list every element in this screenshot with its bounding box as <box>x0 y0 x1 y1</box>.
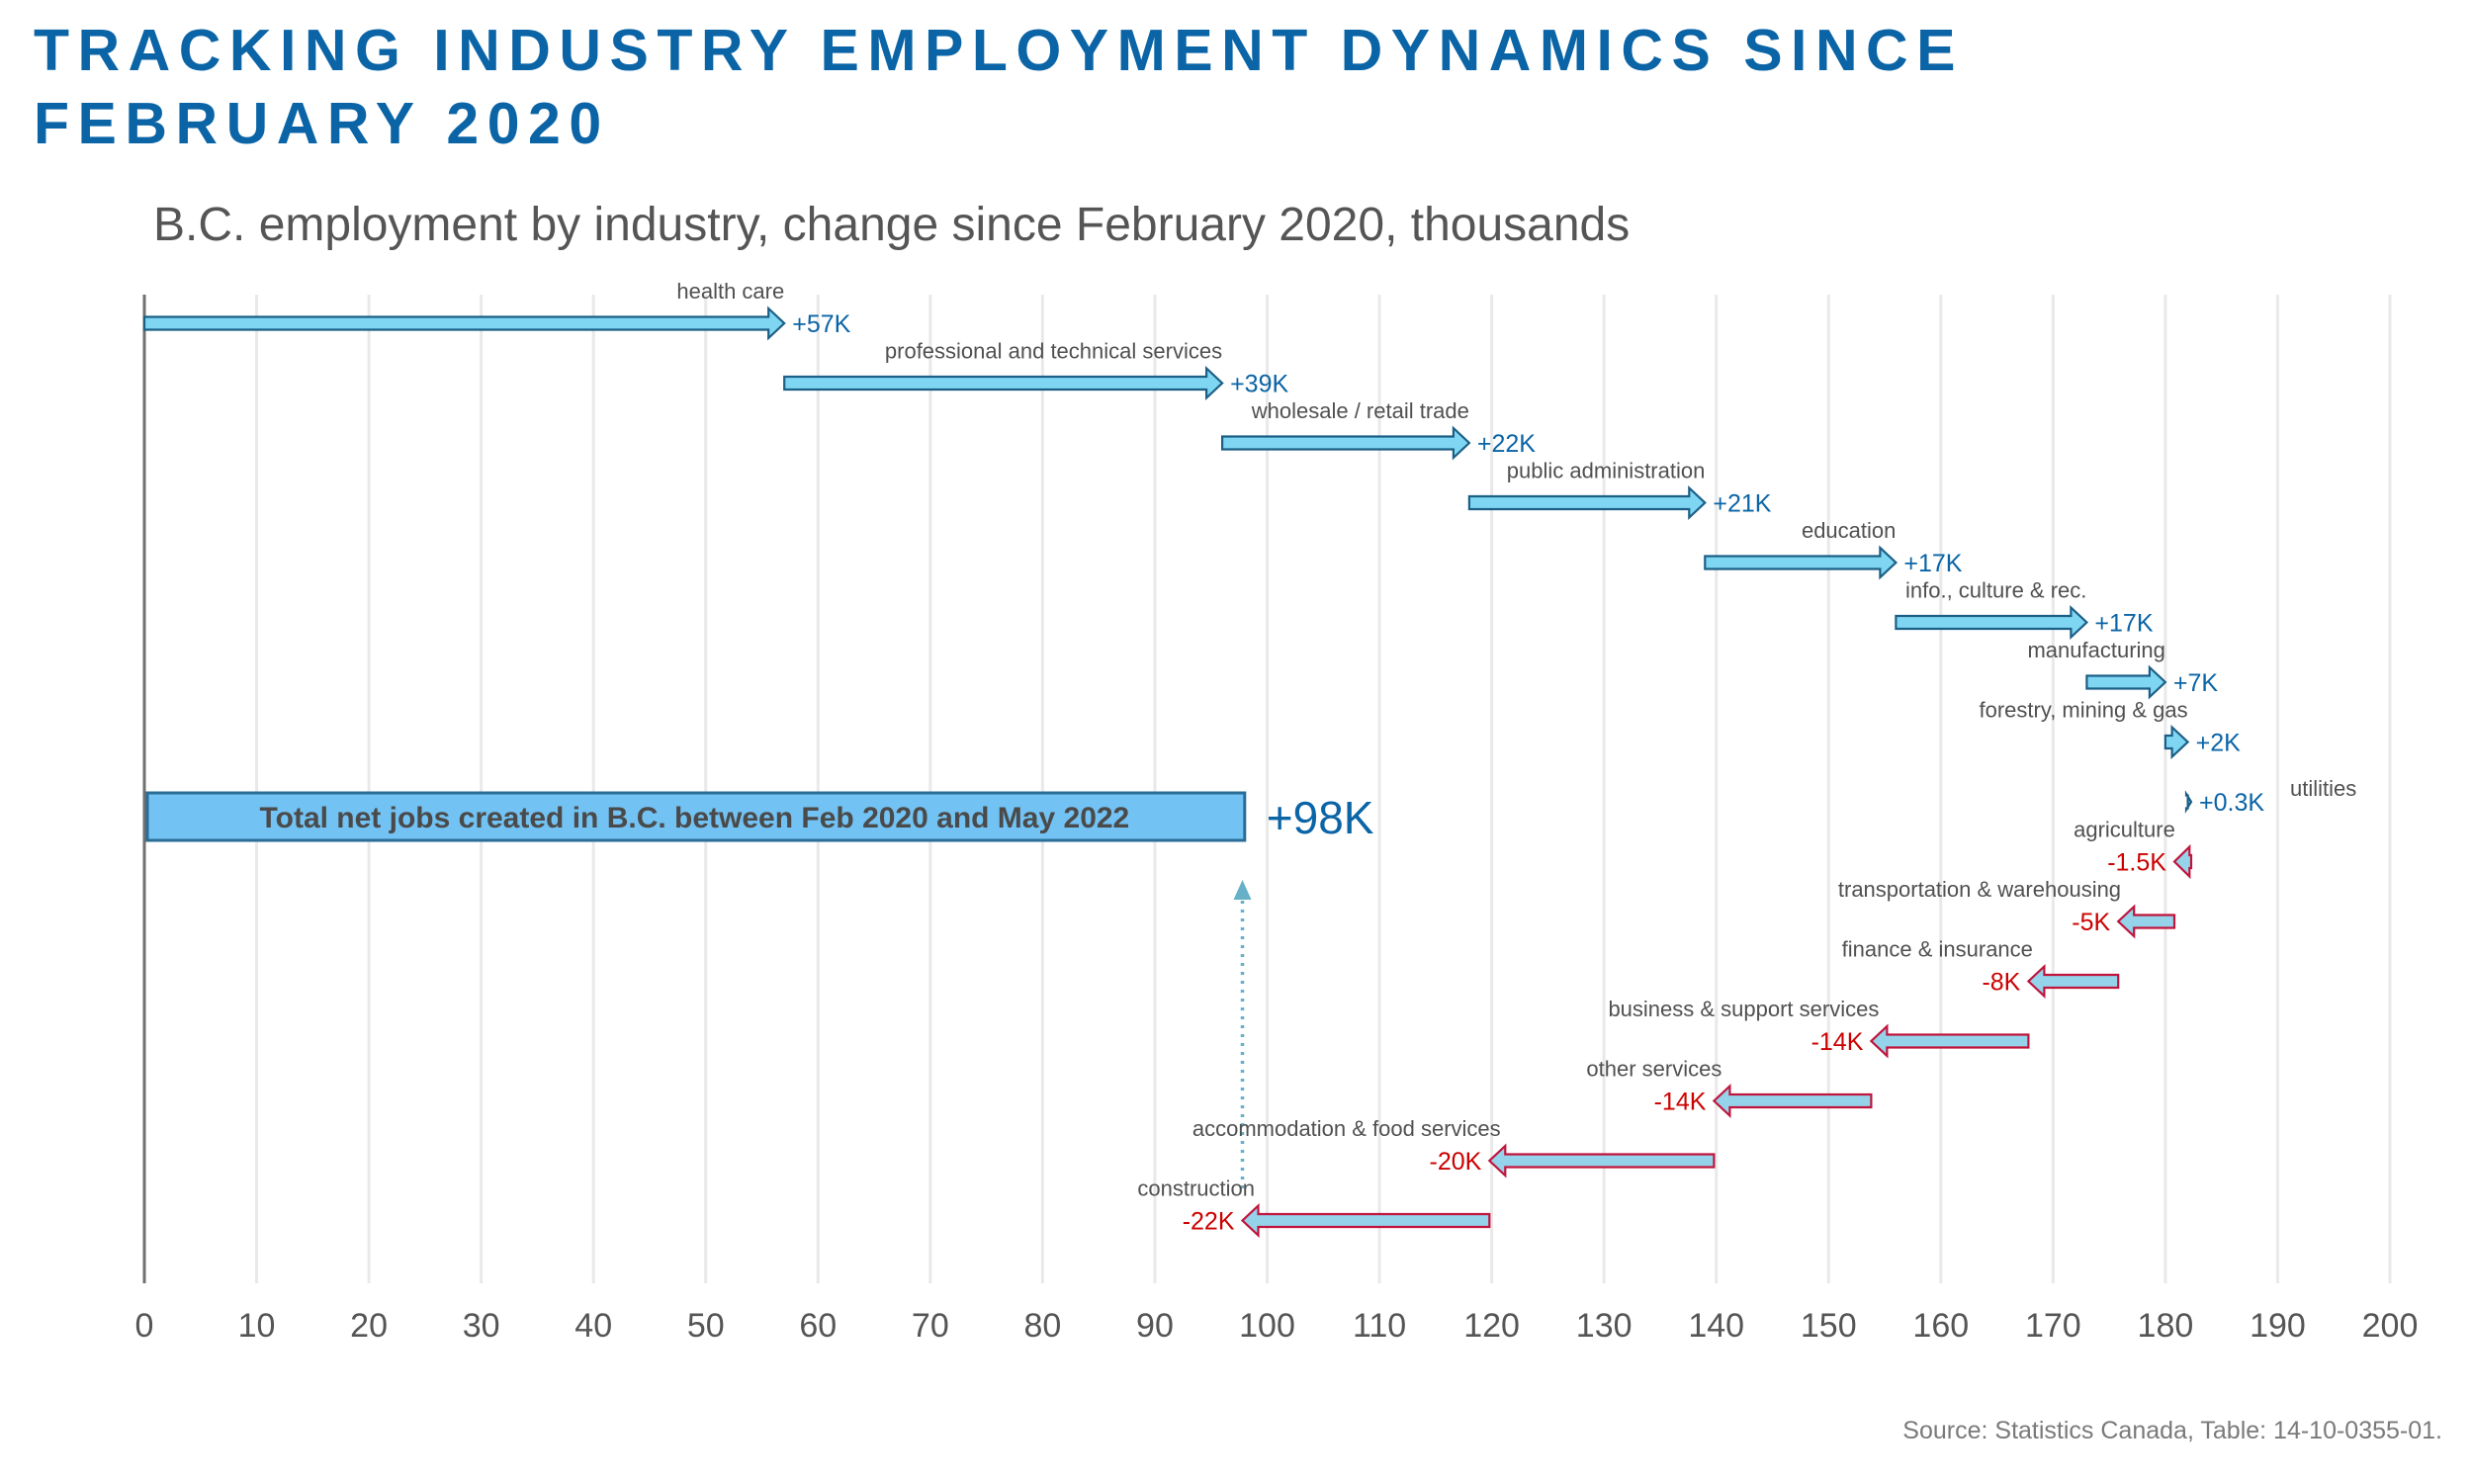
category-label: education <box>1802 518 1896 543</box>
page-title: TRACKING INDUSTRY EMPLOYMENT DYNAMICS SI… <box>34 14 2407 160</box>
x-tick-label: 0 <box>135 1307 154 1345</box>
industry-arrow <box>2116 904 2176 939</box>
x-tick-label: 20 <box>350 1307 388 1345</box>
source-note: Source: Statistics Canada, Table: 14-10-… <box>1902 1417 2442 1444</box>
value-label: -8K <box>1982 969 2020 997</box>
value-label: +17K <box>2094 610 2153 638</box>
category-label: business & support services <box>1608 997 1879 1021</box>
x-tick-label: 70 <box>912 1307 949 1345</box>
industry-arrow <box>1487 1143 1716 1178</box>
industry-arrow <box>142 306 786 341</box>
industry-arrow <box>1869 1023 2030 1059</box>
category-label: health care <box>676 279 784 304</box>
value-label: +22K <box>1477 430 1536 458</box>
industry-arrow <box>2026 963 2120 1000</box>
x-tick-label: 190 <box>2250 1307 2306 1345</box>
value-label: -1.5K <box>2107 849 2166 877</box>
x-tick-label: 30 <box>463 1307 500 1345</box>
x-tick-label: 110 <box>1353 1307 1406 1345</box>
x-tick-label: 50 <box>687 1307 725 1345</box>
value-label: -14K <box>1654 1089 1707 1116</box>
industry-row: -14K business & support services <box>1608 997 2030 1059</box>
industry-row: -14K other services <box>1586 1057 1873 1119</box>
industry-row: +22K wholesale / retail trade <box>1221 398 1536 461</box>
x-tick-label: 180 <box>2138 1307 2194 1345</box>
value-label: +17K <box>1903 550 1962 577</box>
value-label: +39K <box>1230 371 1288 398</box>
value-label: +7K <box>2173 669 2219 697</box>
category-label: other services <box>1586 1057 1722 1082</box>
industry-row: -8K finance & insurance <box>1842 937 2120 1000</box>
total-bar-group: Total net jobs created in B.C. between F… <box>145 791 1374 1188</box>
grid-lines <box>255 295 2392 1283</box>
value-label: -5K <box>2072 909 2110 936</box>
x-tick-label: 170 <box>2025 1307 2081 1345</box>
industry-arrow <box>1467 484 1707 521</box>
industry-row: -20K accommodation & food services <box>1192 1116 1716 1178</box>
category-label: public administration <box>1507 459 1706 483</box>
x-tick-label: 120 <box>1463 1307 1520 1345</box>
x-tick-label: 90 <box>1136 1307 1174 1345</box>
value-label: -14K <box>1811 1028 1864 1056</box>
value-label: +21K <box>1713 490 1771 518</box>
x-tick-label: 100 <box>1239 1307 1295 1345</box>
category-label: professional and technical services <box>885 339 1222 364</box>
industry-row: +57K health care <box>142 279 851 341</box>
industry-arrow <box>1221 425 1471 461</box>
category-label: manufacturing <box>2027 638 2164 662</box>
value-label: +2K <box>2196 730 2242 757</box>
category-label: transportation & warehousing <box>1838 877 2121 902</box>
industry-row: +2K forestry, mining & gas <box>1979 698 2242 760</box>
total-bar <box>145 791 1247 842</box>
industry-row: +17K info., culture & rec. <box>1895 578 2154 641</box>
industry-arrow <box>783 365 1224 401</box>
x-axis: 0 10 20 30 40 50 60 70 80 90 100 110 120 130 140 150 160… <box>135 295 2419 1345</box>
category-label: construction <box>1137 1177 1255 1201</box>
industry-arrow <box>1240 1202 1491 1239</box>
title-line-2: FEBRUARY 2020 <box>34 91 610 156</box>
chart-subtitle: B.C. employment by industry, change sinc… <box>153 199 1631 251</box>
category-label: utilities <box>2290 776 2356 801</box>
industry-row: +39K professional and technical services <box>783 339 1288 401</box>
category-label: agriculture <box>2074 818 2175 842</box>
industry-row: +7K manufacturing <box>2027 638 2219 700</box>
industry-arrow <box>1895 604 2089 641</box>
industry-row: -1.5K agriculture <box>2074 818 2193 880</box>
category-label: finance & insurance <box>1842 937 2033 962</box>
x-tick-label: 60 <box>799 1307 837 1345</box>
industry-bars: +57K health care +39K professional and tech… <box>142 279 2356 1239</box>
category-label: wholesale / retail trade <box>1251 398 1469 423</box>
category-label: info., culture & rec. <box>1905 578 2086 603</box>
total-bar-label: Total net jobs created in B.C. between F… <box>260 802 1130 834</box>
x-tick-label: 10 <box>238 1307 276 1345</box>
category-label: accommodation & food services <box>1192 1116 1501 1141</box>
value-label: +0.3K <box>2199 789 2264 817</box>
x-tick-label: 150 <box>1801 1307 1857 1345</box>
x-tick-label: 200 <box>2362 1307 2419 1345</box>
industry-row: +0.3K utilities <box>2184 776 2356 817</box>
x-tick-label: 40 <box>574 1307 612 1345</box>
x-tick-label: 140 <box>1688 1307 1744 1345</box>
category-label: forestry, mining & gas <box>1979 698 2187 723</box>
industry-row: +17K education <box>1704 518 1963 580</box>
industry-row: -22K construction <box>1137 1177 1491 1239</box>
industry-arrow <box>1704 545 1898 580</box>
industry-arrow <box>2163 724 2190 760</box>
value-label: -20K <box>1430 1148 1482 1176</box>
x-tick-label: 130 <box>1576 1307 1633 1345</box>
value-label: +57K <box>792 310 850 338</box>
industry-arrow <box>2172 843 2193 880</box>
total-value-label: +98K <box>1267 792 1374 843</box>
industry-arrow <box>1712 1083 1873 1119</box>
industry-row: +21K public administration <box>1467 459 1772 521</box>
connector-arrowhead <box>1233 880 1252 900</box>
industry-row: -5K transportation & warehousing <box>1838 877 2176 939</box>
industry-arrow <box>2085 664 2167 700</box>
industry-arrow <box>2184 790 2193 814</box>
x-tick-label: 80 <box>1023 1307 1061 1345</box>
x-tick-label: 160 <box>1912 1307 1969 1345</box>
title-line-1: TRACKING INDUSTRY EMPLOYMENT DYNAMICS SI… <box>34 18 1965 83</box>
value-label: -22K <box>1183 1208 1235 1236</box>
